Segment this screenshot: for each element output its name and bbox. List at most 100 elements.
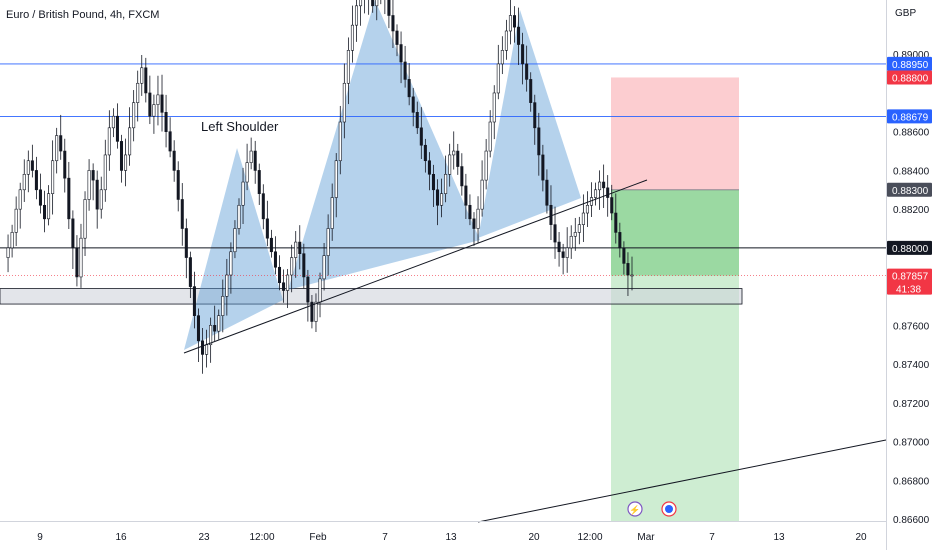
candle-body [273,251,277,268]
candle-body [233,228,237,253]
candle-body [213,325,217,332]
candle-body [334,160,338,198]
level-badge [887,109,932,124]
candle-body [557,241,561,253]
candle-body [448,154,452,175]
candle-body [83,199,87,239]
candle-body [423,144,427,162]
right-shoulder-triangle [478,10,581,238]
candle-body [290,257,294,276]
x-tick-label: 12:00 [577,532,602,543]
candle-body [298,241,302,254]
candle-body [464,185,468,206]
y-tick-label: 0.87600 [893,321,930,332]
price-badge [887,268,932,295]
price-axis-divider [886,0,887,550]
candle-body [387,0,391,16]
candle-body [375,0,379,7]
candle-body [565,247,569,258]
candle-body [545,179,549,206]
candle-body [257,170,261,194]
candle-body [265,218,269,239]
candle-body [359,0,363,7]
candle-body [67,177,71,220]
candle-body [427,160,431,175]
candle-body [164,112,168,132]
candle-body [128,127,132,156]
x-tick-label: 12:00 [249,532,274,543]
candle-body [176,170,180,200]
candle-body [172,150,176,171]
candle-body [330,197,334,229]
candle-body [30,160,34,171]
candle-body [444,173,448,194]
candle-body [403,61,407,80]
level-badge [887,56,932,71]
candle-body [59,135,63,152]
candle-body [456,150,460,167]
price-badge-text: 0.88300 [892,186,929,197]
candle-body [192,286,196,316]
candle-body [541,154,545,181]
candle-body [205,344,209,355]
candle-body [217,315,221,332]
candle-body [581,212,585,225]
candle-body [91,170,95,181]
candle-body [440,193,444,206]
candle-body [156,94,160,105]
price-badge-subtext: 41:38 [896,285,921,296]
candle-body [577,224,581,233]
candle-body [585,204,589,214]
price-badge [887,182,932,197]
candle-body [436,189,440,206]
x-tick-label: 7 [709,532,715,543]
candle-body [476,208,480,229]
x-tick-label: 16 [115,532,127,543]
candle-body [371,0,375,7]
candle-body [249,150,253,163]
candle-body [209,325,213,346]
candle-body [168,131,172,152]
x-tick-label: 13 [445,532,457,543]
candle-body [22,173,26,191]
price-badge [887,70,932,85]
candle-body [95,179,99,210]
candle-body [302,253,306,278]
candle-body [480,179,484,210]
candle-body [310,301,314,322]
candle-body [184,228,188,258]
candle-body [508,15,512,32]
candle-body [460,166,464,187]
candle-body [261,193,265,220]
candle-body [14,208,18,233]
stop-loss-zone [611,77,739,190]
candle-body [136,82,140,103]
candle-body [107,127,111,156]
candle-body [521,44,525,65]
candle-body [391,15,395,32]
candle-body [529,79,533,103]
profit-zone-filled [611,189,739,276]
candle-body [630,274,634,277]
candle-body [492,92,496,123]
candle-body [517,26,521,45]
candle-body [342,82,346,123]
candle-body [47,193,51,220]
x-tick-label: 23 [198,532,210,543]
candle-body [622,247,626,264]
support-zone [0,288,743,305]
neckline-trendline [282,179,648,317]
candle-body [71,218,75,249]
candle-body [614,212,618,233]
candle-body [152,104,156,117]
candle-body [269,237,273,253]
candle-body [294,241,298,258]
lightning-icon [627,501,643,517]
candle-body [537,127,541,156]
candle-body [407,79,411,98]
level-badge-text: 0.88679 [892,112,929,123]
candle-body [569,235,573,249]
chart-title: Euro / British Pound, 4h, FXCM [6,9,160,21]
candle-body [399,44,403,63]
